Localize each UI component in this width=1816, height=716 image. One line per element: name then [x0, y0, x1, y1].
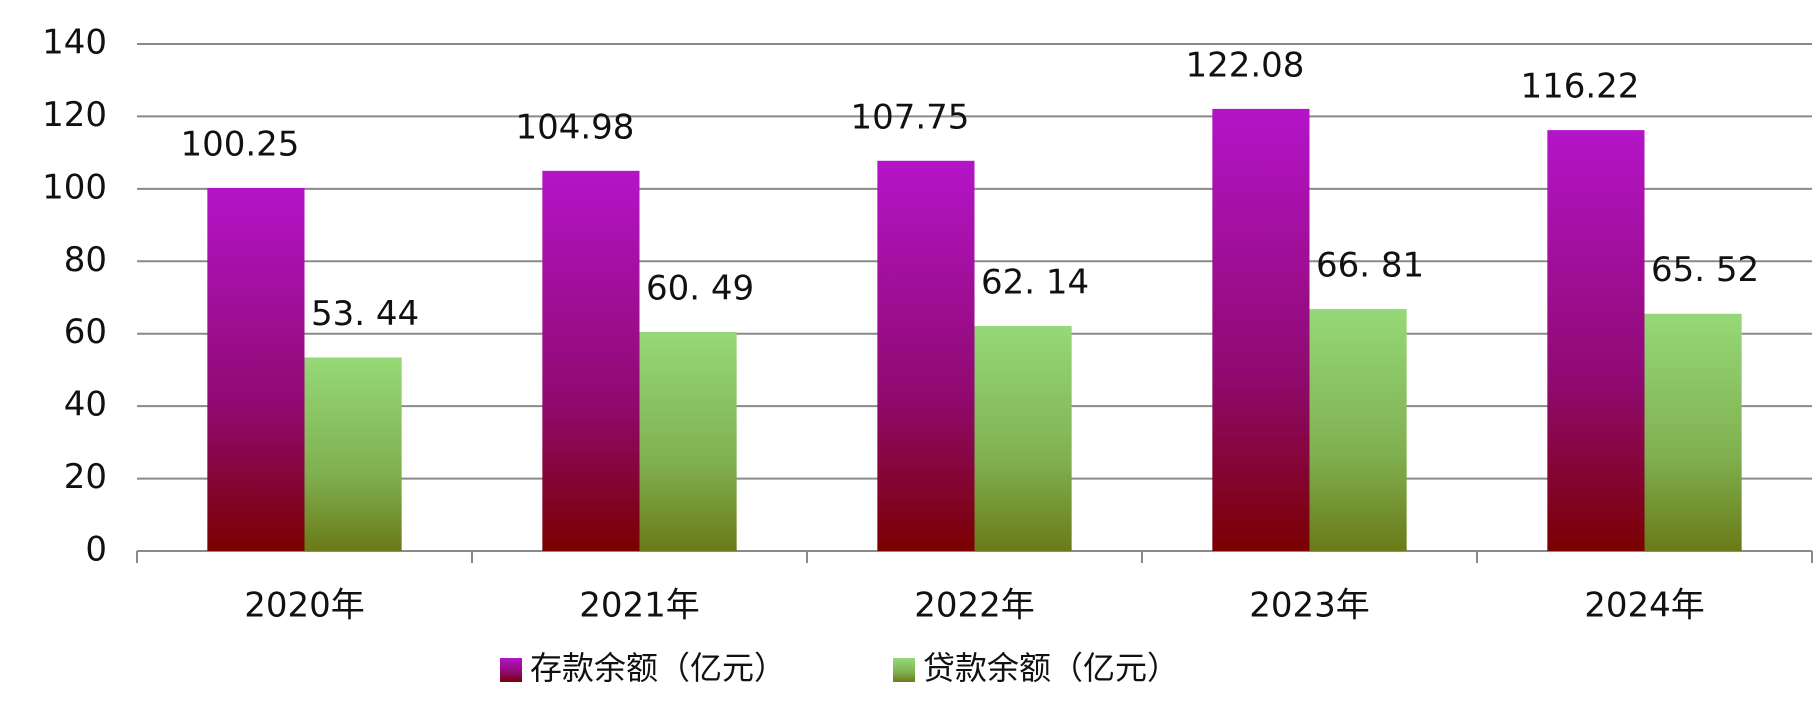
y-tick-label: 120	[42, 95, 107, 135]
bar	[1547, 130, 1645, 552]
bar	[207, 187, 305, 551]
x-tick-label: 2021年	[579, 586, 700, 626]
data-label: 100.25	[180, 124, 299, 164]
y-tick-label: 40	[64, 385, 107, 425]
legend-label: 贷款余额（亿元）	[923, 649, 1179, 687]
bar	[1644, 313, 1742, 551]
x-tick-label: 2020年	[244, 586, 365, 626]
data-label: 62. 14	[981, 262, 1089, 302]
bar	[542, 170, 640, 551]
bar	[639, 331, 737, 551]
y-tick-label: 80	[64, 240, 107, 280]
data-label: 122.08	[1185, 45, 1304, 85]
bar	[877, 160, 975, 551]
legend-label: 存款余额（亿元）	[530, 649, 786, 687]
y-tick-label: 140	[42, 23, 107, 63]
data-label: 66. 81	[1316, 246, 1424, 286]
bar	[974, 325, 1072, 551]
y-tick-label: 20	[64, 457, 107, 497]
bar	[304, 357, 402, 551]
data-label: 53. 44	[311, 294, 419, 334]
y-tick-label: 100	[42, 167, 107, 207]
data-label: 65. 52	[1651, 250, 1759, 290]
bar	[1309, 309, 1407, 551]
data-label: 104.98	[515, 107, 634, 147]
x-tick-label: 2023年	[1249, 586, 1370, 626]
x-tick-label: 2022年	[914, 586, 1035, 626]
data-label: 116.22	[1520, 67, 1639, 107]
y-tick-label: 0	[85, 530, 107, 570]
bar	[1212, 108, 1310, 552]
legend-marker	[500, 658, 522, 682]
x-tick-label: 2024年	[1584, 586, 1705, 626]
y-tick-label: 60	[64, 312, 107, 352]
data-label: 60. 49	[646, 268, 754, 308]
data-label: 107.75	[850, 97, 969, 137]
legend-marker	[893, 658, 915, 682]
